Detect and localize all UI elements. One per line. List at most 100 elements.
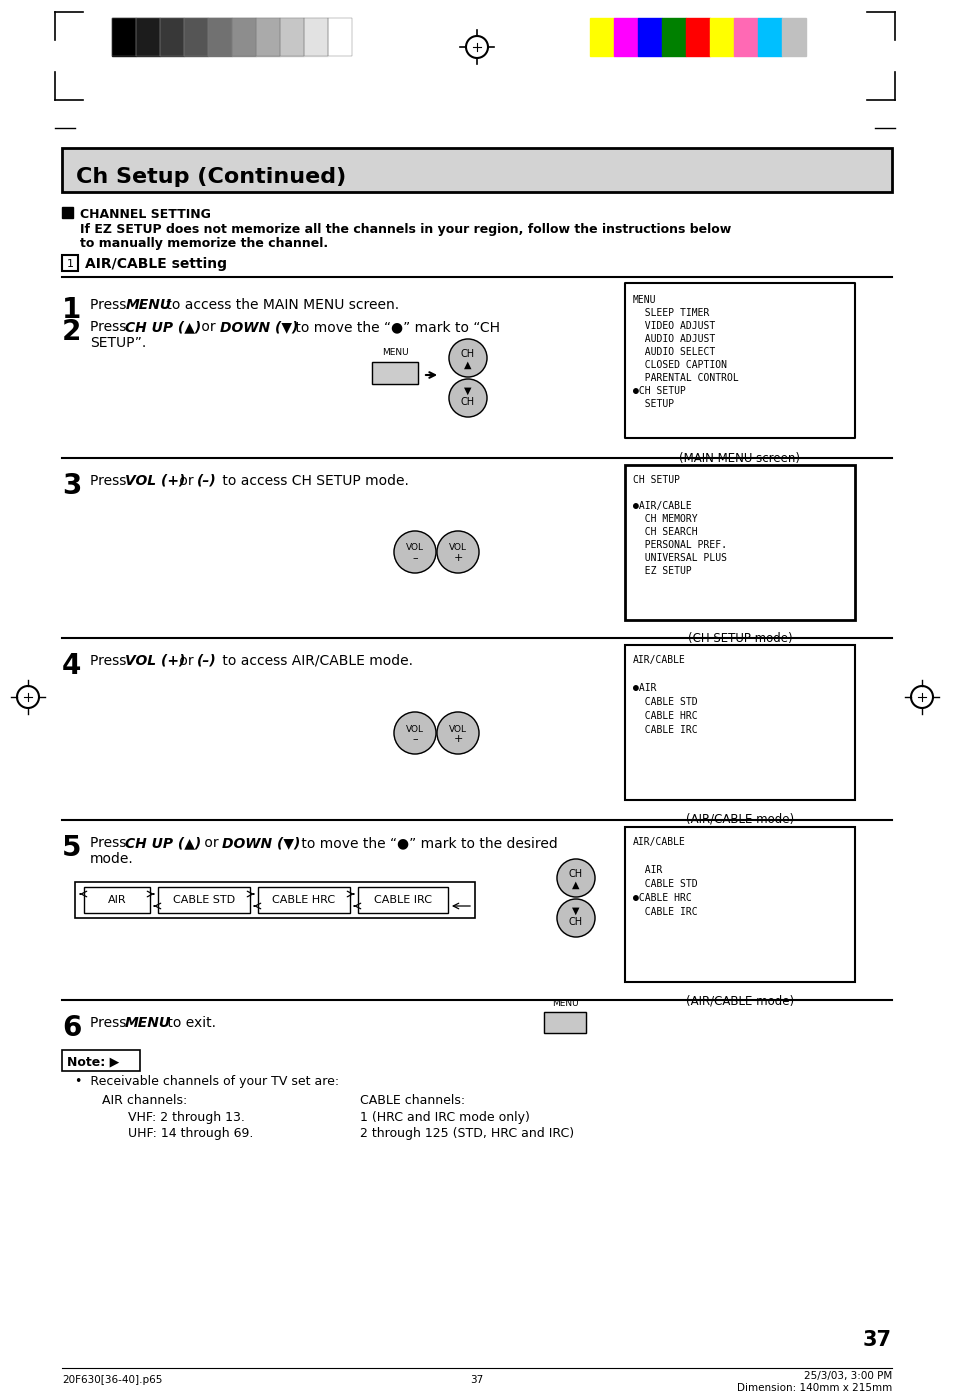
Bar xyxy=(280,18,304,56)
Text: ▼: ▼ xyxy=(572,906,579,916)
Text: 4: 4 xyxy=(62,652,81,680)
Text: CH: CH xyxy=(568,917,582,927)
Bar xyxy=(589,18,614,56)
Text: to manually memorize the channel.: to manually memorize the channel. xyxy=(80,237,328,250)
Bar xyxy=(638,18,661,56)
Text: to access CH SETUP mode.: to access CH SETUP mode. xyxy=(218,474,409,488)
Text: VOL: VOL xyxy=(449,725,467,733)
Bar xyxy=(781,18,805,56)
Text: or: or xyxy=(174,654,198,668)
Text: to move the “●” mark to the desired: to move the “●” mark to the desired xyxy=(296,836,558,850)
Bar xyxy=(84,887,150,913)
Text: CABLE IRC: CABLE IRC xyxy=(633,907,697,917)
Text: CH: CH xyxy=(460,397,475,407)
Text: CH UP (▲): CH UP (▲) xyxy=(125,836,201,850)
Text: DOWN (▼): DOWN (▼) xyxy=(220,321,298,335)
Text: PERSONAL PREF.: PERSONAL PREF. xyxy=(633,539,726,551)
Bar xyxy=(624,827,854,981)
Bar xyxy=(624,466,854,620)
Text: UNIVERSAL PLUS: UNIVERSAL PLUS xyxy=(633,553,726,563)
Text: AUDIO ADJUST: AUDIO ADJUST xyxy=(633,335,715,344)
Text: Press: Press xyxy=(90,1016,131,1030)
Bar xyxy=(328,18,352,56)
Text: 37: 37 xyxy=(862,1330,891,1349)
Text: SLEEP TIMER: SLEEP TIMER xyxy=(633,308,709,318)
Text: ●CH SETUP: ●CH SETUP xyxy=(633,386,685,396)
Bar xyxy=(304,18,328,56)
Text: 2 through 125 (STD, HRC and IRC): 2 through 125 (STD, HRC and IRC) xyxy=(359,1128,574,1140)
Text: Press: Press xyxy=(90,474,131,488)
Text: EZ SETUP: EZ SETUP xyxy=(633,566,691,576)
Text: +: + xyxy=(453,735,462,744)
Bar xyxy=(232,18,255,56)
Text: DOWN (▼): DOWN (▼) xyxy=(222,836,300,850)
Text: ▲: ▲ xyxy=(464,360,471,369)
Bar xyxy=(62,1050,140,1071)
Text: ●AIR/CABLE: ●AIR/CABLE xyxy=(633,500,691,512)
Text: to access AIR/CABLE mode.: to access AIR/CABLE mode. xyxy=(218,654,413,668)
Text: ▲: ▲ xyxy=(572,880,579,889)
Text: 6: 6 xyxy=(62,1013,81,1041)
Text: CH: CH xyxy=(568,868,582,880)
Text: CH SETUP: CH SETUP xyxy=(633,475,679,485)
Bar xyxy=(624,827,854,981)
Text: Press: Press xyxy=(90,321,131,335)
Text: If EZ SETUP does not memorize all the channels in your region, follow the instru: If EZ SETUP does not memorize all the ch… xyxy=(80,223,731,236)
Bar xyxy=(280,18,304,56)
Text: to access the MAIN MENU screen.: to access the MAIN MENU screen. xyxy=(162,298,398,312)
Text: to exit.: to exit. xyxy=(163,1016,215,1030)
Bar xyxy=(543,1012,585,1033)
Text: VOL (+): VOL (+) xyxy=(125,654,185,668)
Circle shape xyxy=(557,859,595,896)
Text: –: – xyxy=(412,735,417,744)
Text: AIR/CABLE setting: AIR/CABLE setting xyxy=(85,256,227,270)
Text: VOL: VOL xyxy=(449,544,467,552)
Text: Dimension: 140mm x 215mm: Dimension: 140mm x 215mm xyxy=(736,1383,891,1393)
Text: SETUP”.: SETUP”. xyxy=(90,336,146,350)
Text: 2: 2 xyxy=(62,318,81,346)
Bar xyxy=(257,887,350,913)
Bar xyxy=(158,887,250,913)
Text: VOL: VOL xyxy=(406,725,423,733)
Text: (MAIN MENU screen): (MAIN MENU screen) xyxy=(679,452,800,466)
Bar xyxy=(372,362,417,383)
Text: –: – xyxy=(412,553,417,563)
Text: VIDEO ADJUST: VIDEO ADJUST xyxy=(633,321,715,330)
Text: CH MEMORY: CH MEMORY xyxy=(633,514,697,524)
Bar xyxy=(62,206,73,217)
Text: or: or xyxy=(200,836,223,850)
Text: or: or xyxy=(174,474,198,488)
Text: UHF: 14 through 69.: UHF: 14 through 69. xyxy=(128,1128,253,1140)
Text: MENU: MENU xyxy=(551,999,578,1008)
Text: VOL: VOL xyxy=(406,544,423,552)
Text: 37: 37 xyxy=(470,1374,483,1386)
Text: CABLE STD: CABLE STD xyxy=(633,880,697,889)
Text: VHF: 2 through 13.: VHF: 2 through 13. xyxy=(128,1111,245,1124)
Text: mode.: mode. xyxy=(90,852,133,866)
Circle shape xyxy=(436,531,478,573)
Bar xyxy=(624,645,854,800)
Text: Press: Press xyxy=(90,654,131,668)
Text: 25/3/03, 3:00 PM: 25/3/03, 3:00 PM xyxy=(803,1372,891,1381)
Text: 1 (HRC and IRC mode only): 1 (HRC and IRC mode only) xyxy=(359,1111,529,1124)
Text: CABLE STD: CABLE STD xyxy=(633,697,697,707)
Bar xyxy=(232,18,255,56)
Text: AIR: AIR xyxy=(633,866,661,875)
Circle shape xyxy=(557,899,595,937)
Bar xyxy=(372,362,417,383)
Bar xyxy=(543,1012,585,1033)
Text: SETUP: SETUP xyxy=(633,399,674,408)
Circle shape xyxy=(394,712,436,754)
Bar xyxy=(624,466,854,620)
Bar xyxy=(62,148,891,192)
Text: ●CABLE HRC: ●CABLE HRC xyxy=(633,894,691,903)
Text: or: or xyxy=(196,321,220,335)
Text: ●AIR: ●AIR xyxy=(633,683,656,693)
Text: AIR/CABLE: AIR/CABLE xyxy=(633,655,685,665)
Text: CH: CH xyxy=(460,348,475,360)
Bar xyxy=(75,882,475,919)
Text: Press: Press xyxy=(90,298,131,312)
Text: 5: 5 xyxy=(62,834,81,861)
Text: (CH SETUP mode): (CH SETUP mode) xyxy=(687,631,792,645)
Text: (AIR/CABLE mode): (AIR/CABLE mode) xyxy=(685,994,793,1006)
